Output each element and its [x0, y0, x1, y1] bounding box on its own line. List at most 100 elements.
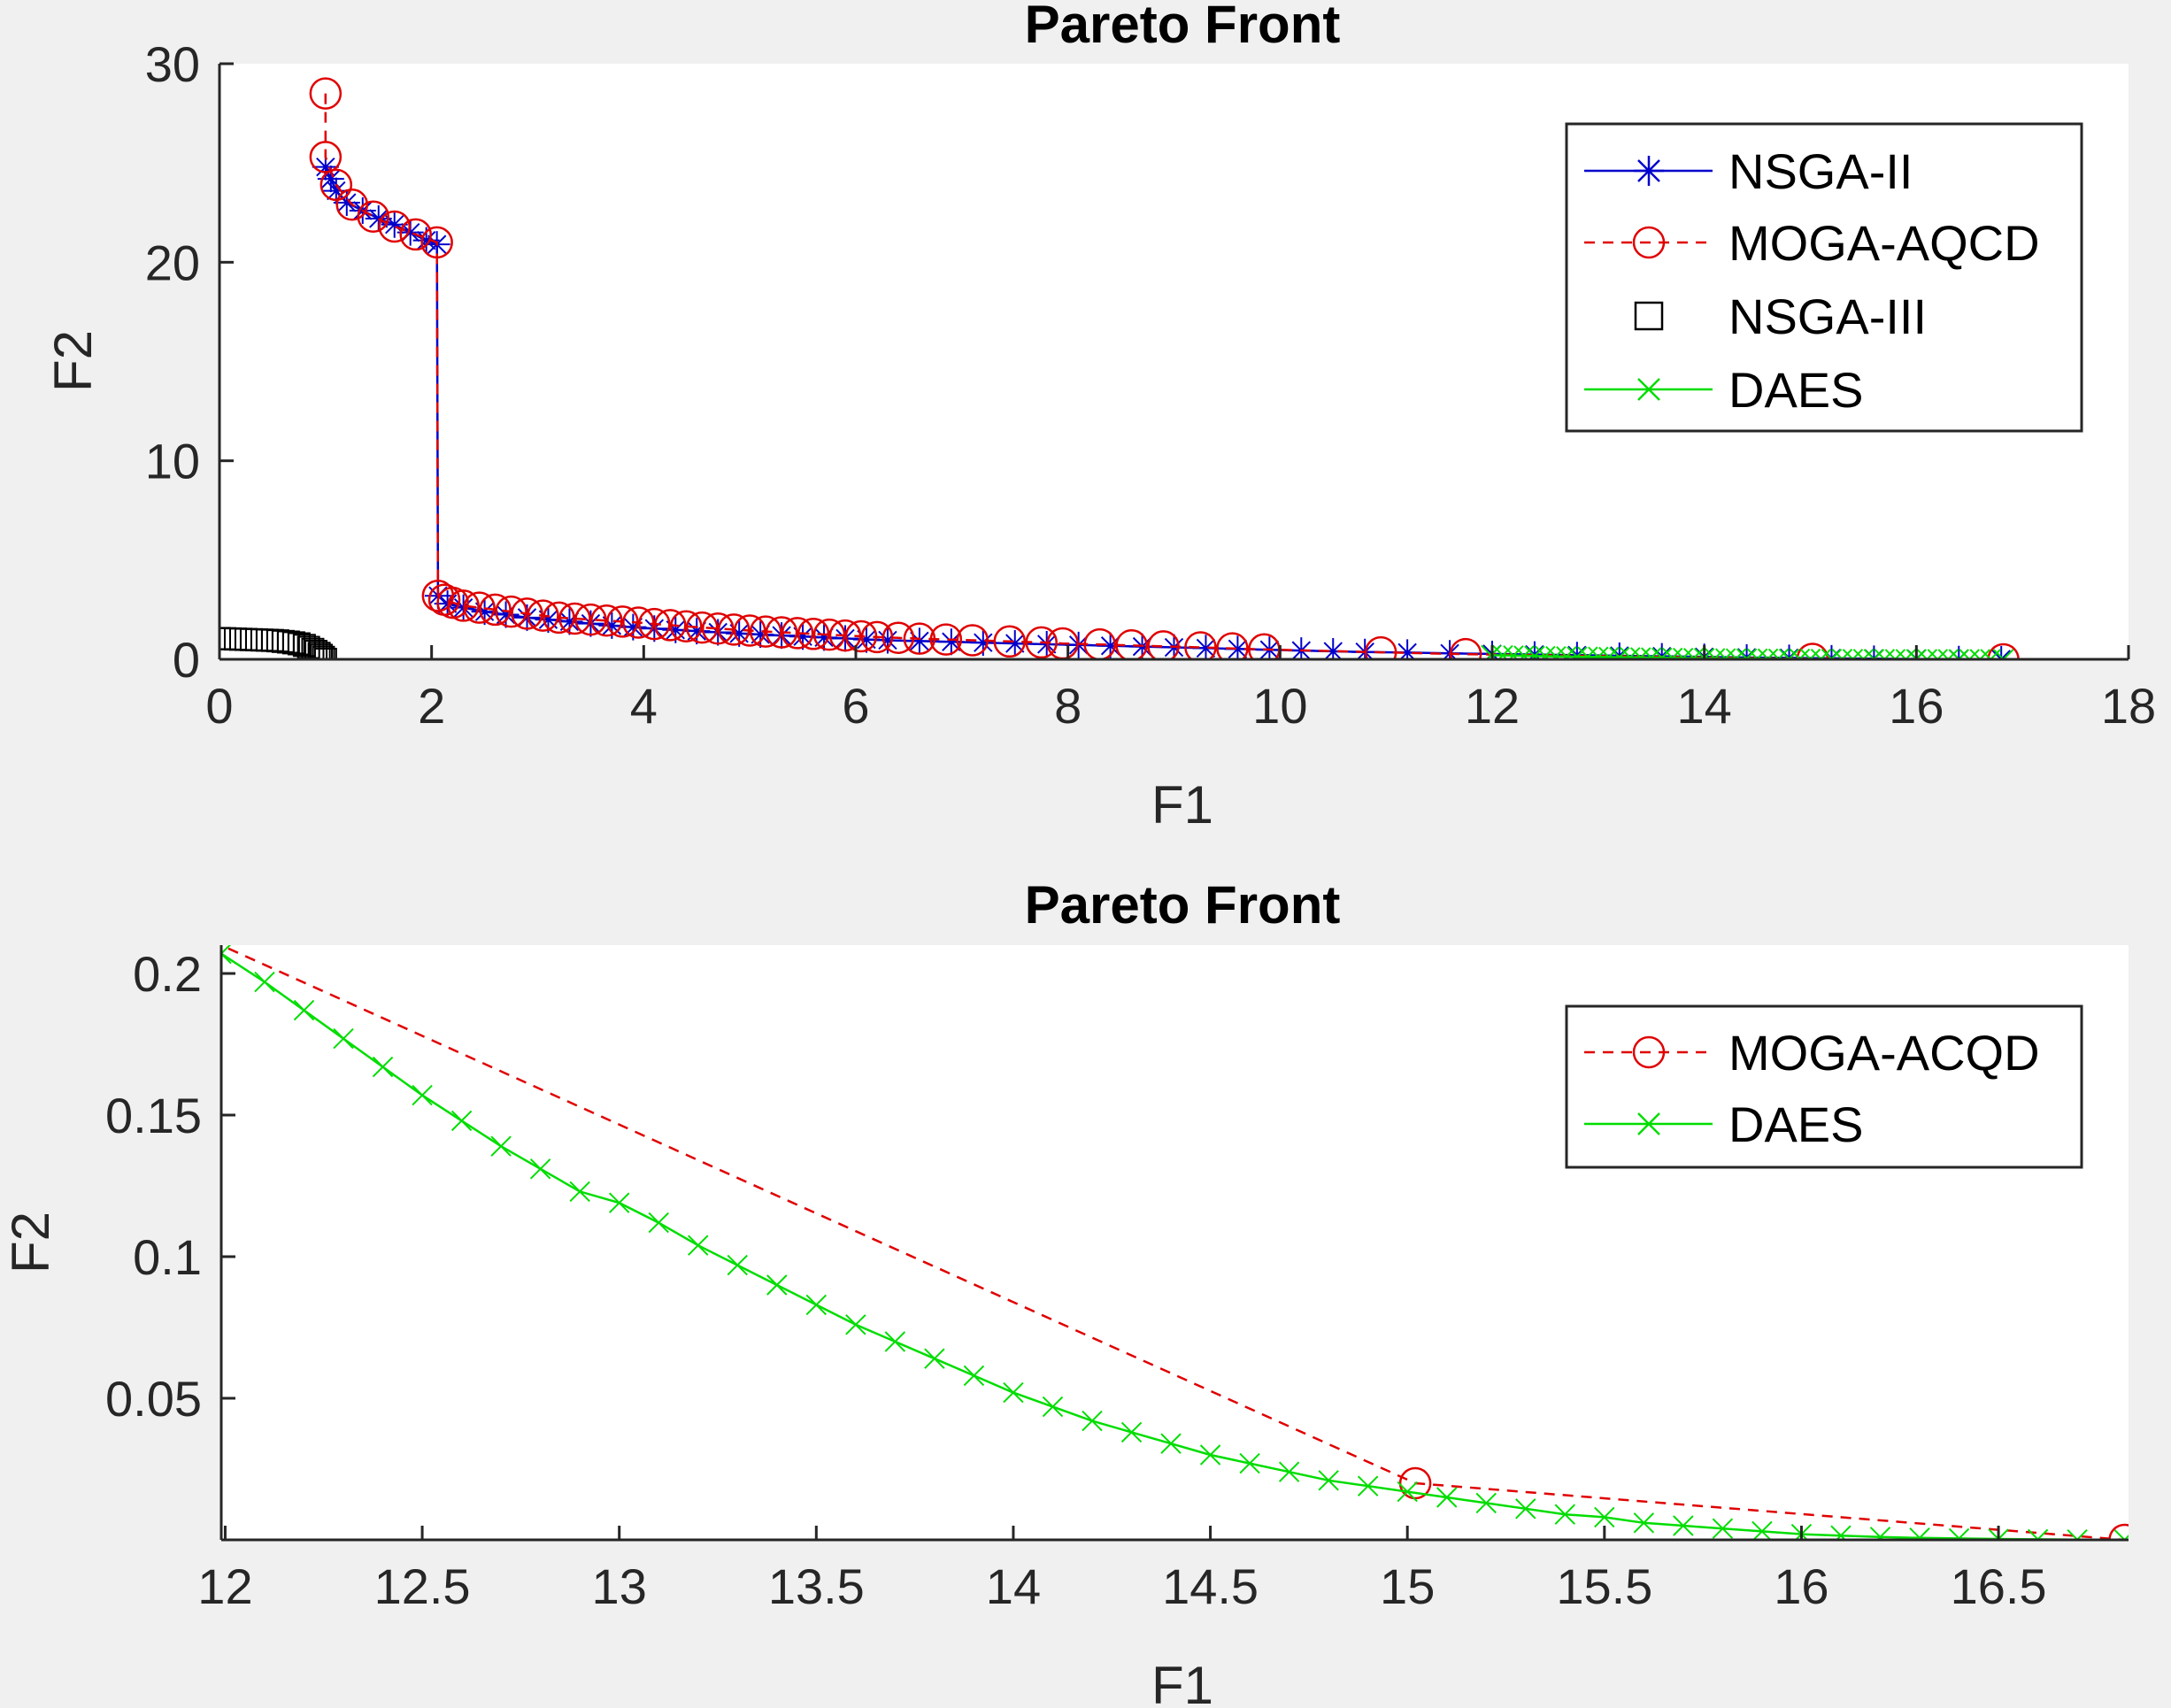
- top-data-point: [903, 622, 936, 655]
- top-data-point: [357, 200, 390, 233]
- bottom-data-point: [1003, 1381, 1024, 1404]
- top-data-point: [828, 619, 862, 652]
- top-data-point: [471, 598, 498, 626]
- bottom-legend-label-daes: DAES: [1728, 1096, 1864, 1152]
- top-data-point: [287, 632, 311, 656]
- bottom-data-point: [254, 971, 275, 993]
- top-data-point: [1520, 641, 1548, 659]
- bottom-x-tick-label: 13.5: [768, 1558, 865, 1614]
- top-data-point: [1513, 645, 1535, 659]
- top-data-point: [852, 626, 880, 653]
- bottom-legend-label-moga-acqd: MOGA-ACQD: [1728, 1025, 2040, 1081]
- bottom-data-point: [1160, 1433, 1182, 1454]
- asterisk-marker-icon: [1634, 156, 1664, 186]
- x-marker-icon: [1637, 1112, 1660, 1135]
- top-data-point: [1545, 645, 1567, 659]
- bottom-data-point: [112, 888, 142, 918]
- bottom-data-point: [1397, 1481, 1418, 1503]
- circle-marker-icon: [1632, 1035, 1666, 1069]
- top-data-point: [1609, 646, 1630, 659]
- top-data-point: [1992, 649, 2014, 659]
- top-x-tick-label: 6: [842, 678, 869, 734]
- bottom-data-point: [805, 1294, 828, 1316]
- top-data-point: [683, 618, 711, 645]
- top-data-point: [606, 605, 639, 638]
- top-legend-label-moga-aqcd: MOGA-AQCD: [1728, 215, 2040, 271]
- bottom-data-point: [372, 1056, 394, 1078]
- top-data-point: [1598, 646, 1620, 659]
- top-x-tick-label: 0: [205, 678, 233, 734]
- bottom-x-tick-label: 12: [197, 1558, 252, 1614]
- top-series-nsga-iii: [219, 627, 337, 659]
- bottom-data-point: [884, 1331, 906, 1352]
- bottom-data-point: [1948, 1527, 1970, 1540]
- bottom-data-point: [2108, 1523, 2129, 1540]
- bottom-data-point: [1751, 1520, 1773, 1540]
- top-data-point: [641, 615, 668, 642]
- top-data-point: [447, 589, 480, 622]
- bottom-legend: MOGA-ACQD DAES: [1565, 1004, 2083, 1169]
- bottom-data-point: [2113, 1529, 2129, 1540]
- top-data-point: [420, 226, 453, 259]
- bottom-data-point: [1398, 1466, 1432, 1500]
- bottom-x-tick-label: 16.5: [1951, 1558, 2047, 1614]
- top-x-tick-label: 18: [2101, 678, 2156, 734]
- bottom-legend-item-moga-acqd: MOGA-ACQD: [1584, 1025, 2040, 1081]
- top-data-point: [1556, 646, 1577, 659]
- bottom-data-point: [727, 1254, 748, 1276]
- top-data-point: [307, 642, 331, 659]
- bottom-data-point: [1909, 1527, 1930, 1540]
- top-data-point: [1115, 629, 1148, 659]
- top-data-point: [956, 624, 989, 657]
- top-data-point: [1567, 646, 1588, 659]
- bottom-data-point: [963, 1365, 985, 1387]
- top-data-point: [993, 625, 1027, 658]
- top-data-point: [811, 624, 838, 651]
- top-data-point: [937, 628, 965, 656]
- bottom-legend-item-daes: DAES: [1584, 1096, 1864, 1152]
- top-data-point: [1620, 647, 1641, 659]
- top-data-point: [577, 610, 604, 637]
- top-data-point: [312, 645, 335, 659]
- bottom-data-point: [766, 1274, 788, 1296]
- bottom-y-axis-label: F2: [1, 1212, 60, 1273]
- bottom-data-point: [1673, 1515, 1694, 1536]
- top-data-point: [463, 591, 496, 624]
- bottom-data-point: [1436, 1487, 1458, 1508]
- top-legend-label-daes: DAES: [1728, 362, 1864, 418]
- top-data-point: [1394, 639, 1421, 659]
- top-data-point: [654, 609, 687, 642]
- top-data-point: [781, 617, 814, 650]
- top-data-point: [874, 627, 901, 654]
- top-data-point: [1577, 646, 1598, 659]
- bottom-data-point: [648, 1212, 669, 1234]
- top-data-point: [1147, 630, 1180, 659]
- top-x-tick-label: 14: [1677, 678, 1732, 734]
- top-data-point: [1364, 635, 1397, 659]
- top-data-point: [317, 165, 344, 193]
- top-data-point: [399, 218, 432, 251]
- top-data-point: [905, 627, 933, 655]
- top-data-point: [543, 601, 575, 635]
- bottom-data-point: [1318, 1470, 1339, 1491]
- top-data-point: [812, 618, 846, 651]
- top-data-point: [1025, 626, 1058, 659]
- bottom-x-tick-label: 16: [1774, 1558, 1828, 1614]
- bottom-data-point: [1712, 1518, 1734, 1539]
- bottom-legend-box: [1565, 1004, 2083, 1169]
- top-x-tick-label: 8: [1054, 678, 1082, 734]
- top-data-point: [881, 621, 915, 655]
- top-data-point: [685, 611, 719, 644]
- top-data-point: [527, 599, 559, 632]
- top-data-point: [1563, 642, 1590, 659]
- bottom-x-tick-label: 15.5: [1556, 1558, 1652, 1614]
- bottom-x-tick-label: 14.5: [1162, 1558, 1259, 1614]
- top-data-point: [1651, 647, 1673, 659]
- bottom-data-point: [1869, 1527, 1891, 1540]
- top-data-point: [1492, 644, 1513, 659]
- top-data-point: [492, 601, 520, 628]
- bottom-data-point: [924, 1348, 945, 1369]
- top-data-point: [574, 603, 607, 636]
- top-data-point: [319, 168, 353, 202]
